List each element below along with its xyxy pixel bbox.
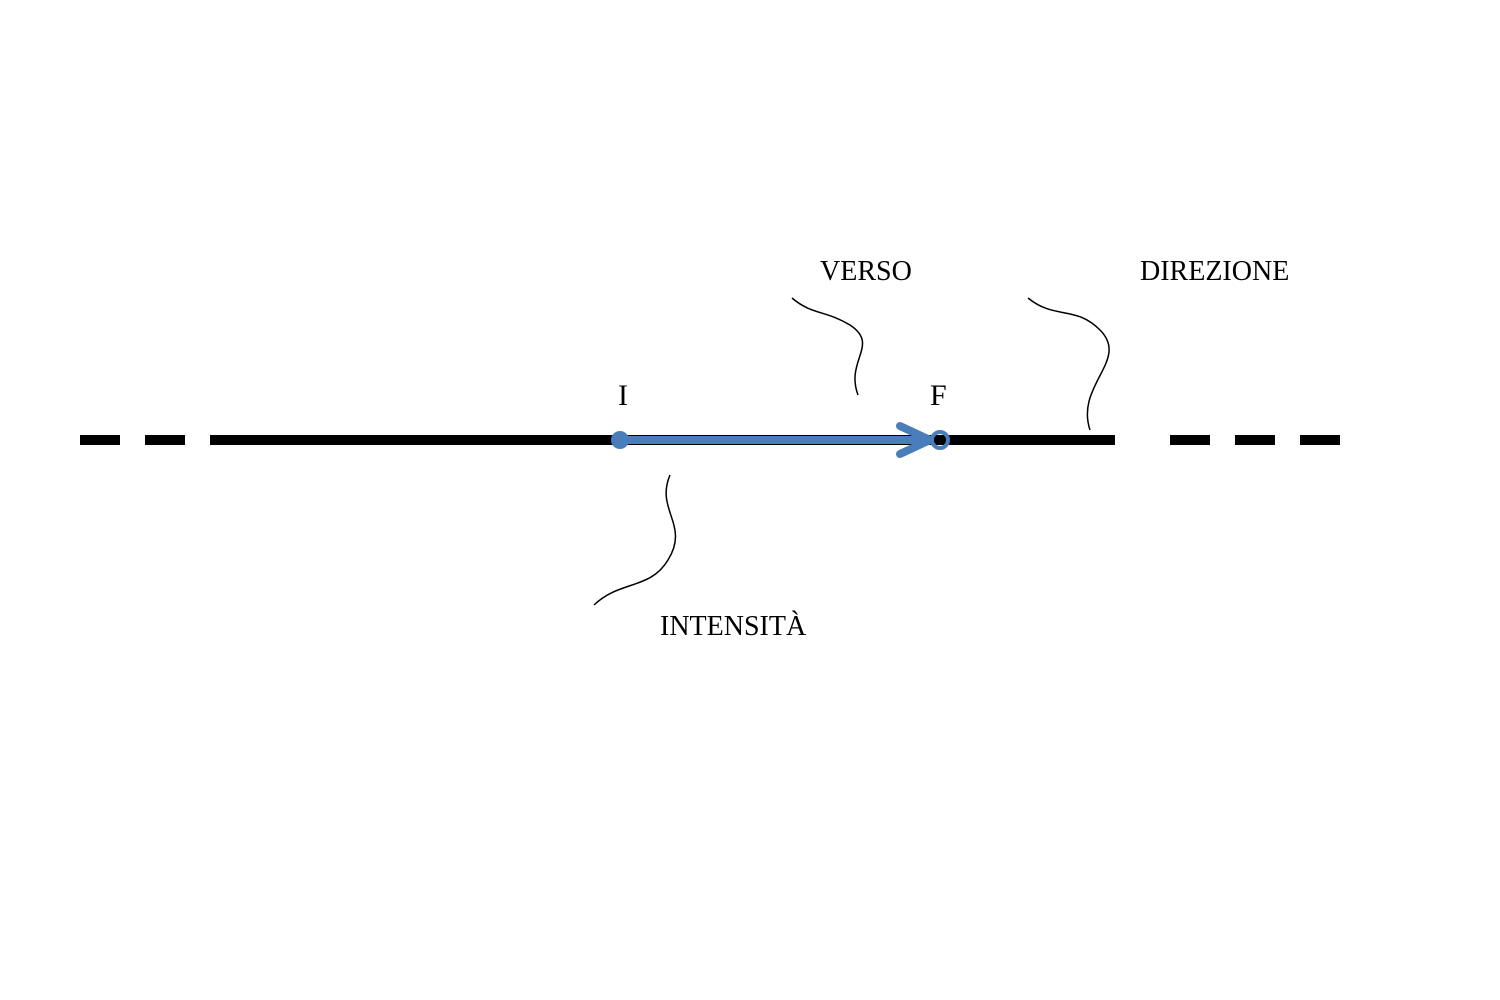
label-verso: VERSO [820, 256, 912, 287]
vector-end-dot [937, 437, 943, 443]
canvas-background [0, 0, 1500, 1000]
label-direzione: DIREZIONE [1140, 256, 1289, 287]
vector-start-dot [611, 431, 629, 449]
label-F: F [930, 379, 947, 412]
label-I: I [618, 379, 628, 412]
label-intensita: INTENSITÀ [660, 611, 807, 642]
